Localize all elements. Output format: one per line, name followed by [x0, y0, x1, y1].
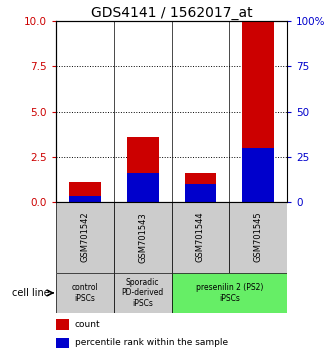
Bar: [172, 273, 287, 313]
Text: presenilin 2 (PS2)
iPSCs: presenilin 2 (PS2) iPSCs: [196, 283, 263, 303]
Bar: [69, 196, 101, 202]
Bar: [242, 21, 274, 202]
Text: GSM701543: GSM701543: [138, 212, 147, 263]
Text: GSM701542: GSM701542: [81, 212, 89, 263]
Bar: [184, 173, 216, 202]
Text: count: count: [75, 320, 100, 329]
Bar: [127, 173, 159, 202]
Bar: [56, 338, 69, 348]
Text: percentile rank within the sample: percentile rank within the sample: [75, 338, 228, 347]
Bar: [114, 273, 172, 313]
Bar: [184, 184, 216, 202]
Title: GDS4141 / 1562017_at: GDS4141 / 1562017_at: [91, 6, 252, 20]
Text: control
iPSCs: control iPSCs: [72, 283, 98, 303]
Bar: [69, 182, 101, 202]
Bar: [242, 148, 274, 202]
Bar: [229, 202, 287, 273]
Bar: [127, 137, 159, 202]
Text: Sporadic
PD-derived
iPSCs: Sporadic PD-derived iPSCs: [121, 278, 164, 308]
Bar: [172, 202, 229, 273]
Text: GSM701544: GSM701544: [196, 212, 205, 263]
Text: cell line: cell line: [12, 288, 50, 298]
Bar: [56, 273, 114, 313]
Bar: [114, 202, 172, 273]
Bar: [56, 202, 114, 273]
Bar: [56, 319, 69, 330]
Text: GSM701545: GSM701545: [254, 212, 263, 263]
